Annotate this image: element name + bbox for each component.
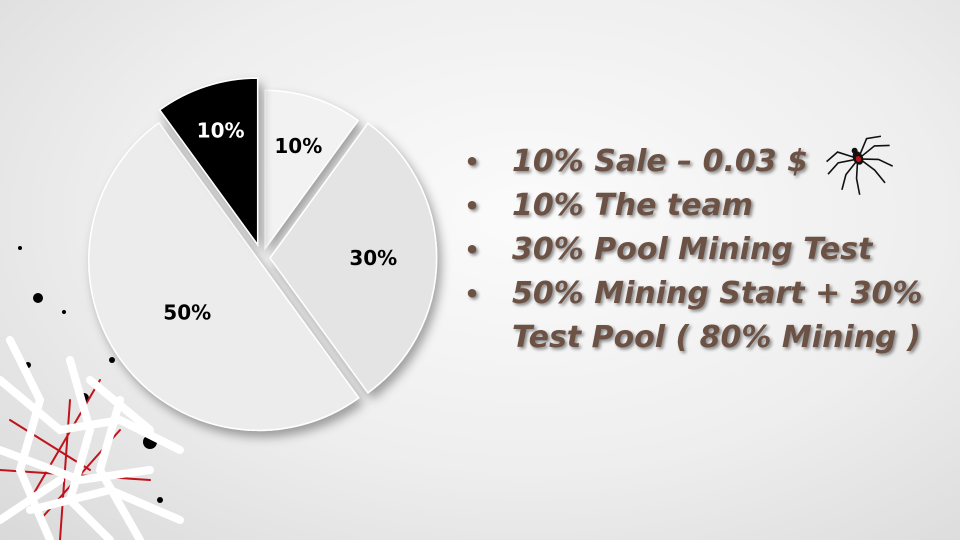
slice-label: 10% — [274, 134, 322, 158]
slice-label: 50% — [163, 300, 211, 324]
legend-item: • 50% Mining Start + 30% Test Pool ( 80%… — [462, 272, 932, 360]
legend-item-text: 10% The team — [512, 188, 754, 223]
legend-item-text: 50% Mining Start + 30% Test Pool ( 80% M… — [512, 276, 923, 355]
bullet-icon: • — [464, 192, 480, 220]
slice-label: 30% — [349, 246, 397, 270]
legend-item-text: 10% Sale – 0.03 $ — [512, 144, 808, 179]
legend-item-text: 30% Pool Mining Test — [512, 232, 873, 267]
pie-slice — [158, 77, 259, 247]
bullet-icon: • — [464, 280, 480, 308]
pie-slice — [264, 89, 360, 251]
legend-item: • 10% Sale – 0.03 $ — [462, 140, 932, 184]
legend-item: • 30% Pool Mining Test — [462, 228, 932, 272]
bullet-icon: • — [464, 236, 480, 264]
legend-list: • 10% Sale – 0.03 $ • 10% The team • 30%… — [462, 140, 932, 360]
pie-slice — [88, 121, 360, 432]
pie-slices: 10% 30% 50% 10% — [88, 77, 438, 432]
legend-item: • 10% The team — [462, 184, 932, 228]
branch-decoration — [0, 336, 184, 540]
spider-icon — [826, 135, 894, 195]
slice-label: 10% — [197, 119, 245, 143]
pie-slice — [269, 122, 438, 394]
bullet-icon: • — [464, 148, 480, 176]
